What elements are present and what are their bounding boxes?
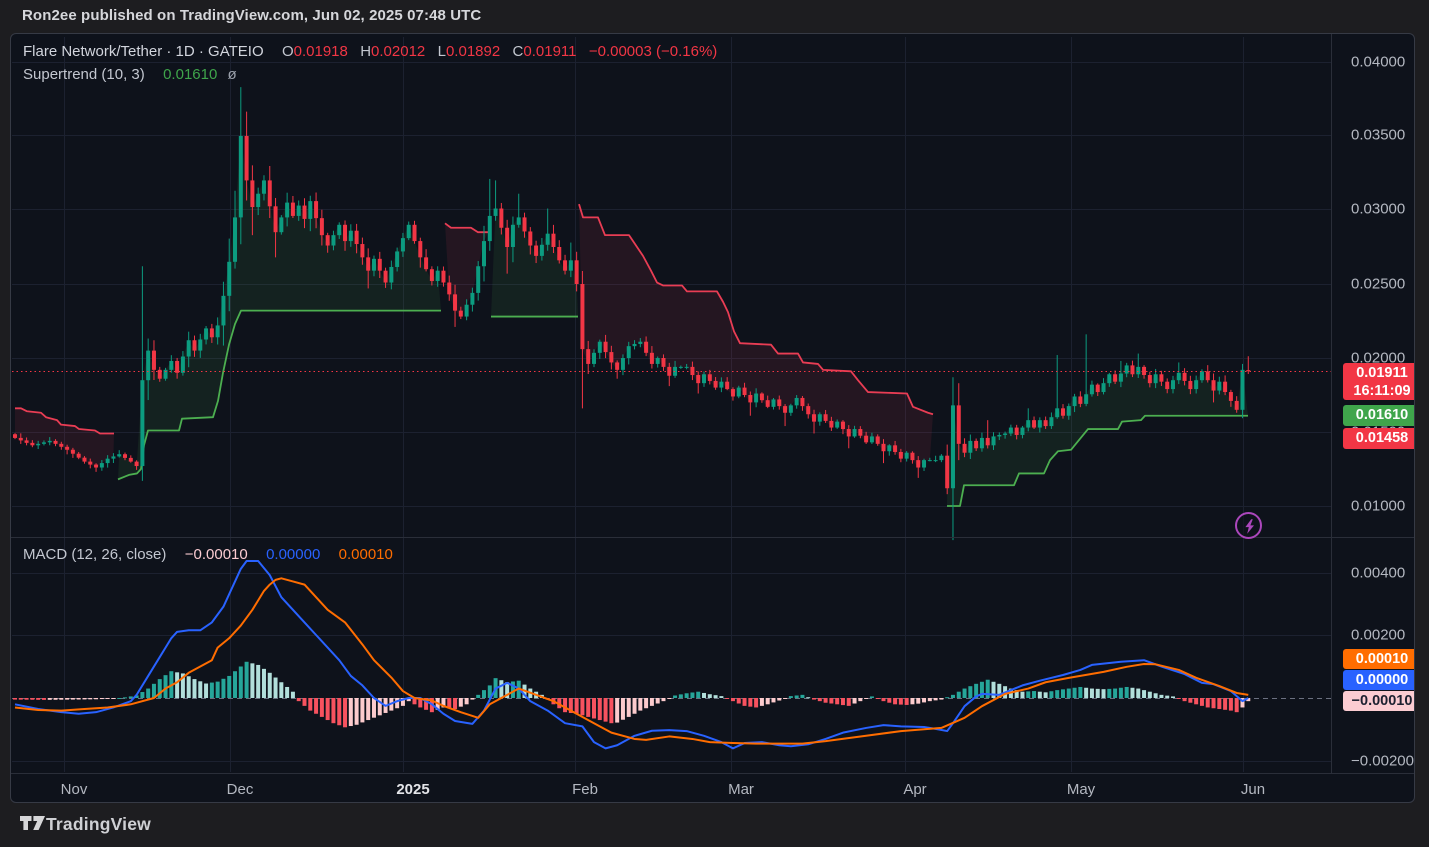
time-axis[interactable]: Nov Dec 2025 Feb Mar Apr May Jun — [11, 773, 1414, 802]
price-axis-label: 0.03500 — [1351, 126, 1406, 144]
change-value: −0.00003 (−0.16%) — [588, 43, 718, 60]
macd-axis-label: −0.00200 — [1351, 752, 1414, 770]
high-value: 0.02012 — [371, 43, 426, 60]
macd-line-value: 0.00000 — [266, 546, 321, 563]
time-axis-label-Mar: Mar — [728, 781, 754, 798]
time-axis-label-Apr: Apr — [903, 781, 927, 798]
time-axis-label-Dec: Dec — [226, 781, 254, 798]
price-axis-label: 0.02000 — [1351, 349, 1406, 367]
axis-price-badge: 0.00010 — [1343, 649, 1414, 669]
time-axis-label-Nov: Nov — [60, 781, 88, 798]
lightning-icon — [1245, 519, 1254, 534]
close-label: C — [512, 43, 524, 60]
macd-signal-value: 0.00010 — [338, 546, 393, 563]
time-axis-label-May: May — [1066, 781, 1096, 798]
attribution-footer[interactable]: TradingView — [0, 803, 1429, 847]
low-value: 0.01892 — [445, 43, 501, 60]
macd-legend-row[interactable]: MACD (12, 26, close) −0.00010 0.00000 0.… — [23, 546, 393, 563]
low-label: L — [437, 43, 446, 60]
axis-price-badge: 0.01911 16:11:09 — [1343, 363, 1414, 400]
supertrend-legend-row[interactable]: Supertrend (10, 3) 0.01610 ø — [23, 66, 237, 83]
axis-price-badge: 0.01610 — [1343, 405, 1414, 426]
macd-hist-value: −0.00010 — [184, 546, 248, 563]
open-value: 0.01918 — [293, 43, 348, 60]
supertrend-style-icon: ø — [227, 66, 237, 83]
chart-plot-area[interactable] — [11, 34, 1415, 803]
time-axis-label-Jun: Jun — [1240, 781, 1266, 798]
symbol-title: Flare Network/Tether · 1D · GATEIO — [23, 43, 264, 60]
price-axis-label: 0.01000 — [1351, 497, 1406, 515]
close-value: 0.01911 — [523, 43, 577, 60]
supertrend-value: 0.01610 — [163, 66, 218, 83]
price-axis-label: 0.04000 — [1351, 53, 1406, 71]
published-bar: Ron2ee published on TradingView.com, Jun… — [0, 0, 1429, 33]
supertrend-name: Supertrend (10, 3) — [23, 66, 145, 83]
chart-widget[interactable]: Flare Network/Tether · 1D · GATEIO O0.01… — [10, 33, 1415, 803]
axis-price-badge: 0.00000 — [1343, 670, 1414, 690]
macd-name: MACD (12, 26, close) — [23, 546, 167, 563]
macd-axis-label: 0.00400 — [1351, 564, 1406, 582]
price-axis-label: 0.02500 — [1351, 275, 1406, 293]
symbol-legend-row[interactable]: Flare Network/Tether · 1D · GATEIO O0.01… — [23, 43, 717, 60]
time-axis-label-Feb: Feb — [572, 781, 598, 798]
tradingview-brand-text: TradingView — [46, 814, 151, 834]
high-label: H — [360, 43, 372, 60]
axis-price-badge: −0.00010 — [1343, 691, 1414, 711]
boost-lightning-button[interactable] — [1235, 512, 1262, 539]
time-axis-label-2025: 2025 — [396, 781, 430, 798]
macd-axis-label: 0.00200 — [1351, 626, 1406, 644]
open-label: O — [281, 43, 294, 60]
tradingview-logo-icon — [20, 816, 45, 830]
published-text: Ron2ee published on TradingView.com, Jun… — [22, 7, 482, 24]
price-axis-label: 0.03000 — [1351, 200, 1406, 218]
axis-price-badge: 0.01458 — [1343, 428, 1414, 449]
